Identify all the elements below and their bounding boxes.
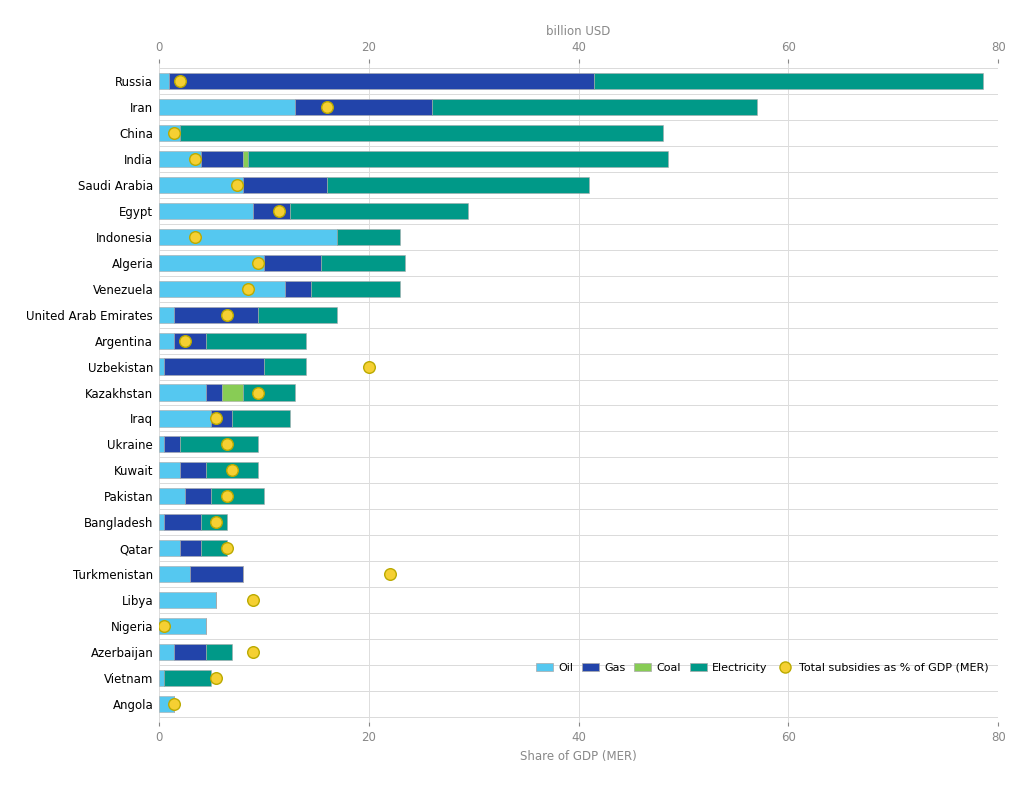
Total subsidies as % of GDP (MER) xyxy=(318,100,335,113)
Total subsidies as % of GDP (MER) xyxy=(177,334,194,347)
Bar xyxy=(180,125,663,141)
Bar xyxy=(594,73,983,89)
Bar xyxy=(243,151,248,167)
Bar xyxy=(206,333,305,349)
Total subsidies as % of GDP (MER) xyxy=(360,360,377,373)
Total subsidies as % of GDP (MER) xyxy=(187,231,204,243)
Total subsidies as % of GDP (MER) xyxy=(219,490,236,502)
Bar xyxy=(159,73,169,89)
Bar xyxy=(159,254,264,271)
Total subsidies as % of GDP (MER) xyxy=(208,672,224,685)
Bar xyxy=(159,151,201,167)
Bar xyxy=(243,177,327,193)
Bar xyxy=(159,203,253,219)
Bar xyxy=(159,99,295,115)
Total subsidies as % of GDP (MER) xyxy=(381,568,397,580)
Bar xyxy=(337,228,400,245)
Bar xyxy=(201,540,227,557)
Total subsidies as % of GDP (MER) xyxy=(219,438,236,451)
Bar xyxy=(180,540,201,557)
Bar xyxy=(206,462,258,478)
Bar xyxy=(174,333,206,349)
Bar xyxy=(211,488,264,505)
Bar xyxy=(211,411,232,426)
Bar xyxy=(159,644,174,660)
Bar xyxy=(159,514,164,531)
Bar xyxy=(311,280,400,297)
Bar xyxy=(164,359,264,374)
Bar xyxy=(159,385,206,400)
Bar xyxy=(201,514,227,531)
Bar xyxy=(253,203,290,219)
Bar xyxy=(180,436,258,452)
Total subsidies as % of GDP (MER) xyxy=(250,257,266,269)
Bar xyxy=(159,540,180,557)
Total subsidies as % of GDP (MER) xyxy=(219,542,236,554)
Bar xyxy=(159,228,337,245)
Bar xyxy=(164,436,180,452)
Bar xyxy=(159,436,164,452)
Bar xyxy=(174,307,258,323)
Bar xyxy=(159,177,243,193)
Bar xyxy=(159,462,180,478)
Total subsidies as % of GDP (MER) xyxy=(171,75,188,87)
Bar xyxy=(169,73,594,89)
Bar xyxy=(159,670,164,686)
Bar xyxy=(159,333,174,349)
Total subsidies as % of GDP (MER) xyxy=(271,205,288,217)
Total subsidies as % of GDP (MER) xyxy=(166,698,182,710)
Bar xyxy=(264,254,322,271)
Total subsidies as % of GDP (MER) xyxy=(224,464,241,476)
Bar xyxy=(264,359,305,374)
Bar xyxy=(248,151,668,167)
Total subsidies as % of GDP (MER) xyxy=(166,126,182,139)
Legend: Oil, Gas, Coal, Electricity, Total subsidies as % of GDP (MER): Oil, Gas, Coal, Electricity, Total subsi… xyxy=(531,658,993,677)
Bar xyxy=(180,462,206,478)
Total subsidies as % of GDP (MER) xyxy=(240,283,256,295)
Total subsidies as % of GDP (MER) xyxy=(208,516,224,528)
Bar xyxy=(243,385,295,400)
Bar xyxy=(159,488,185,505)
Bar xyxy=(201,151,243,167)
Bar xyxy=(432,99,757,115)
Bar xyxy=(285,280,311,297)
Bar xyxy=(190,566,243,582)
Bar xyxy=(327,177,589,193)
Bar xyxy=(206,644,232,660)
Bar xyxy=(206,385,221,400)
Bar xyxy=(290,203,468,219)
Bar xyxy=(159,618,206,634)
X-axis label: Share of GDP (MER): Share of GDP (MER) xyxy=(520,750,637,763)
Total subsidies as % of GDP (MER) xyxy=(245,646,261,659)
Total subsidies as % of GDP (MER) xyxy=(219,309,236,321)
Bar xyxy=(164,514,201,531)
Bar xyxy=(159,280,285,297)
Bar xyxy=(159,359,164,374)
Bar xyxy=(295,99,432,115)
Total subsidies as % of GDP (MER) xyxy=(187,152,204,165)
Bar xyxy=(232,411,290,426)
Bar xyxy=(159,566,190,582)
Bar xyxy=(185,488,211,505)
Total subsidies as % of GDP (MER) xyxy=(208,412,224,425)
Bar xyxy=(159,307,174,323)
Bar xyxy=(164,670,211,686)
Bar xyxy=(159,592,216,608)
Bar xyxy=(159,411,211,426)
Total subsidies as % of GDP (MER) xyxy=(250,386,266,399)
Bar xyxy=(159,125,180,141)
Bar xyxy=(322,254,406,271)
Bar xyxy=(174,644,206,660)
X-axis label: billion USD: billion USD xyxy=(547,25,610,38)
Bar xyxy=(159,696,174,712)
Total subsidies as % of GDP (MER) xyxy=(229,178,246,191)
Bar xyxy=(221,385,243,400)
Total subsidies as % of GDP (MER) xyxy=(245,594,261,607)
Total subsidies as % of GDP (MER) xyxy=(156,620,172,633)
Bar xyxy=(258,307,337,323)
